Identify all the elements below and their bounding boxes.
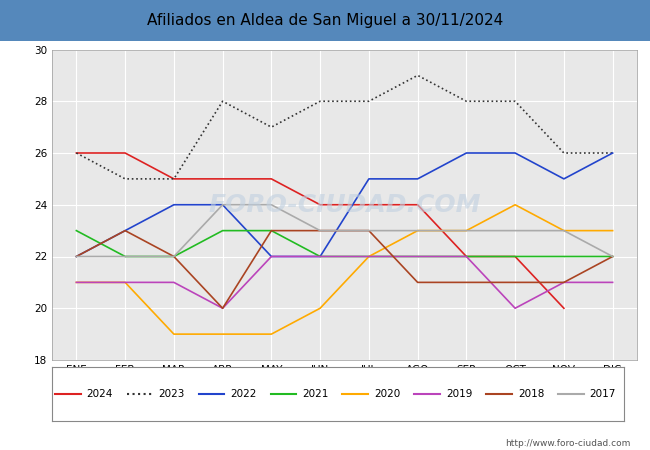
Text: 2023: 2023 [158, 389, 185, 399]
Text: Afiliados en Aldea de San Miguel a 30/11/2024: Afiliados en Aldea de San Miguel a 30/11… [147, 13, 503, 28]
Text: 2022: 2022 [230, 389, 257, 399]
Text: 2019: 2019 [446, 389, 473, 399]
Text: http://www.foro-ciudad.com: http://www.foro-ciudad.com [505, 439, 630, 448]
Text: 2020: 2020 [374, 389, 400, 399]
Text: FORO-CIUDAD.COM: FORO-CIUDAD.COM [208, 193, 481, 217]
Text: 2021: 2021 [302, 389, 328, 399]
Text: 2024: 2024 [86, 389, 112, 399]
Text: 2018: 2018 [518, 389, 544, 399]
Text: 2017: 2017 [590, 389, 616, 399]
